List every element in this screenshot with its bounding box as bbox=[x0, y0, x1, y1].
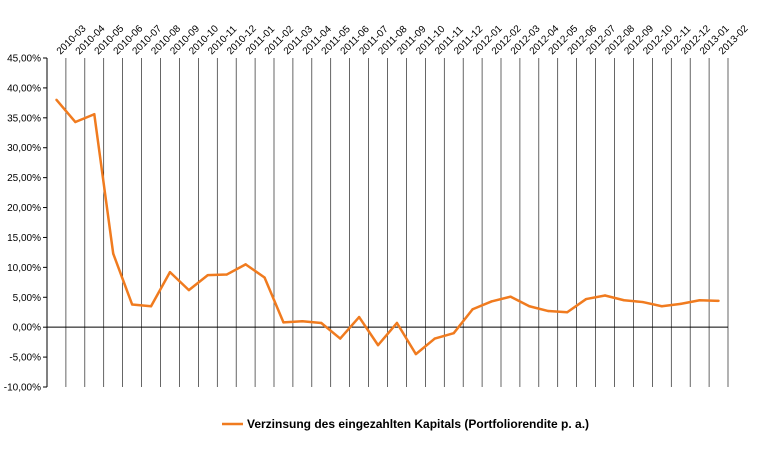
y-tick-label: 40,00% bbox=[7, 83, 41, 94]
chart-axes bbox=[46, 58, 728, 387]
data-point bbox=[566, 311, 569, 314]
chart-series bbox=[55, 98, 720, 356]
data-point bbox=[641, 300, 645, 304]
data-point bbox=[206, 273, 209, 277]
data-point bbox=[679, 302, 682, 306]
y-tick-label: 0,00% bbox=[13, 323, 41, 334]
data-point bbox=[187, 288, 191, 292]
data-point bbox=[622, 299, 626, 302]
x-axis-ticks: 2010-032010-042010-052010-062010-072010-… bbox=[55, 23, 751, 57]
data-point bbox=[395, 321, 399, 325]
chart-legend: Verzinsung des eingezahlten Kapitals (Po… bbox=[222, 417, 589, 431]
data-point bbox=[584, 297, 588, 301]
y-tick-label: 10,00% bbox=[7, 263, 41, 274]
data-point bbox=[55, 98, 58, 102]
data-point bbox=[339, 337, 342, 340]
data-point bbox=[509, 295, 512, 298]
y-tick-label: 25,00% bbox=[7, 173, 41, 184]
data-point bbox=[168, 270, 172, 274]
data-point bbox=[376, 343, 380, 347]
data-point bbox=[357, 315, 361, 319]
data-point bbox=[320, 321, 323, 325]
data-point bbox=[698, 299, 701, 302]
data-point bbox=[547, 309, 550, 313]
data-point bbox=[471, 308, 474, 311]
data-point bbox=[528, 305, 531, 308]
data-point bbox=[263, 276, 266, 279]
chart-grid bbox=[46, 58, 729, 387]
data-point bbox=[244, 263, 247, 266]
data-point bbox=[660, 305, 663, 308]
data-point bbox=[490, 300, 493, 303]
data-point bbox=[74, 120, 77, 124]
data-point bbox=[282, 321, 285, 324]
y-tick-label: 35,00% bbox=[7, 113, 41, 124]
data-point bbox=[93, 113, 96, 116]
y-tick-label: -10,00% bbox=[4, 383, 41, 394]
y-tick-label: 20,00% bbox=[7, 203, 41, 214]
data-point bbox=[225, 273, 228, 276]
data-point bbox=[301, 320, 304, 323]
y-tick-label: 45,00% bbox=[7, 54, 41, 65]
y-tick-label: 5,00% bbox=[13, 293, 41, 304]
data-point bbox=[414, 352, 418, 356]
y-axis-ticks: 45,00% 40,00% 35,00% 30,00% 25,00% 20,00% 15,0… bbox=[4, 54, 47, 394]
y-tick-label: 15,00% bbox=[7, 233, 41, 244]
data-point bbox=[130, 303, 134, 306]
y-tick-label: -5,00% bbox=[9, 353, 41, 364]
data-point bbox=[452, 331, 455, 335]
data-point bbox=[433, 337, 436, 340]
legend-label: Verzinsung des eingezahlten Kapitals (Po… bbox=[247, 417, 589, 431]
data-point bbox=[603, 294, 607, 297]
y-tick-label: 30,00% bbox=[7, 143, 41, 154]
data-point bbox=[112, 252, 115, 255]
data-point bbox=[717, 299, 720, 303]
series-line bbox=[55, 99, 719, 356]
data-point bbox=[149, 305, 153, 308]
